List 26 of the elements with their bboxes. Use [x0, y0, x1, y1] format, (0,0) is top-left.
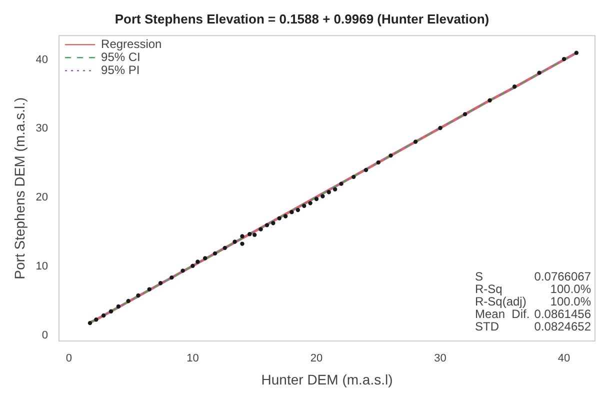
- annotation: S: [475, 269, 484, 284]
- x-tick-label: 40: [558, 352, 570, 365]
- chart-title: Port Stephens Elevation = 0.1588 + 0.9969 (Hunter Elevation): [114, 11, 490, 26]
- x-tick-label: 20: [310, 352, 323, 365]
- annotation: STD: [475, 319, 500, 334]
- annotation: 100.0%: [550, 294, 592, 308]
- x-axis-title: Hunter DEM (m.a.s.l): [261, 371, 393, 388]
- annotation: 100.0%: [550, 282, 592, 296]
- y-tick-label: 30: [36, 122, 48, 135]
- annotation: R-Sq: [475, 282, 502, 296]
- y-tick-label: 40: [36, 54, 48, 66]
- legend-label: 95% PI: [101, 62, 140, 77]
- annotation: 0.0766067: [534, 269, 592, 284]
- annotation: 0.0861456: [534, 306, 592, 321]
- annotation: Mean Dif.: [475, 306, 530, 321]
- x-tick-label: 10: [186, 352, 199, 365]
- y-axis-title: Port Stephens DEM (m.a.s.l.): [11, 97, 28, 280]
- y-tick-label: 20: [36, 192, 48, 204]
- y-tick-label: 10: [36, 260, 48, 273]
- y-tick-label: 0: [42, 330, 48, 342]
- x-tick-label: 30: [434, 352, 446, 365]
- legend-label: 95% CI: [101, 50, 140, 64]
- annotation: R-Sq(adj): [475, 294, 526, 308]
- annotation: 0.0824652: [534, 319, 592, 334]
- x-tick-label: 0: [66, 352, 72, 365]
- legend-label: Regression: [101, 36, 162, 51]
